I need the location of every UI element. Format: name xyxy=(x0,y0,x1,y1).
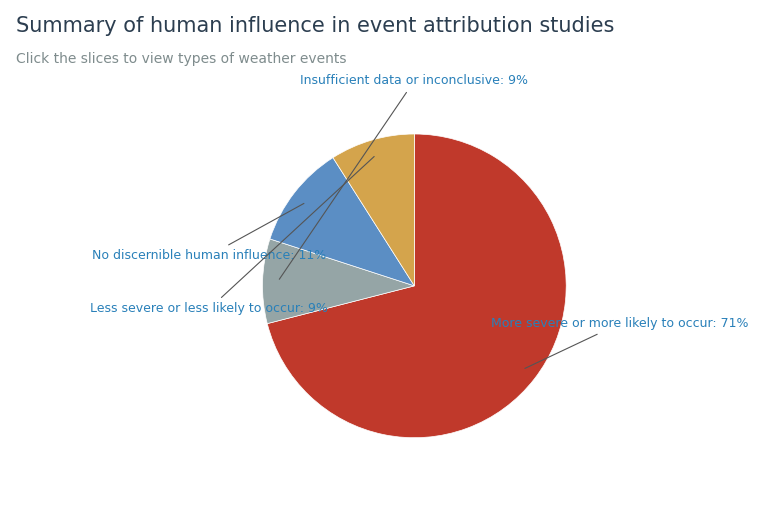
Wedge shape xyxy=(263,239,414,324)
Wedge shape xyxy=(333,134,414,286)
Text: Insufficient data or inconclusive: 9%: Insufficient data or inconclusive: 9% xyxy=(279,74,528,279)
Wedge shape xyxy=(270,158,414,286)
Text: Click the slices to view types of weather events: Click the slices to view types of weathe… xyxy=(16,52,346,66)
Text: More severe or more likely to occur: 71%: More severe or more likely to occur: 71% xyxy=(491,317,748,369)
Text: Summary of human influence in event attribution studies: Summary of human influence in event attr… xyxy=(16,16,614,35)
Text: No discernible human influence: 11%: No discernible human influence: 11% xyxy=(92,204,327,262)
Text: Less severe or less likely to occur: 9%: Less severe or less likely to occur: 9% xyxy=(90,157,374,315)
Wedge shape xyxy=(268,134,566,438)
